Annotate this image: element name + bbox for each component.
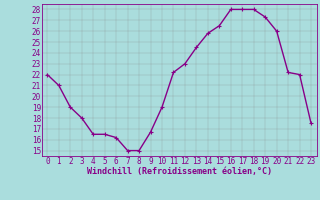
X-axis label: Windchill (Refroidissement éolien,°C): Windchill (Refroidissement éolien,°C) [87, 167, 272, 176]
